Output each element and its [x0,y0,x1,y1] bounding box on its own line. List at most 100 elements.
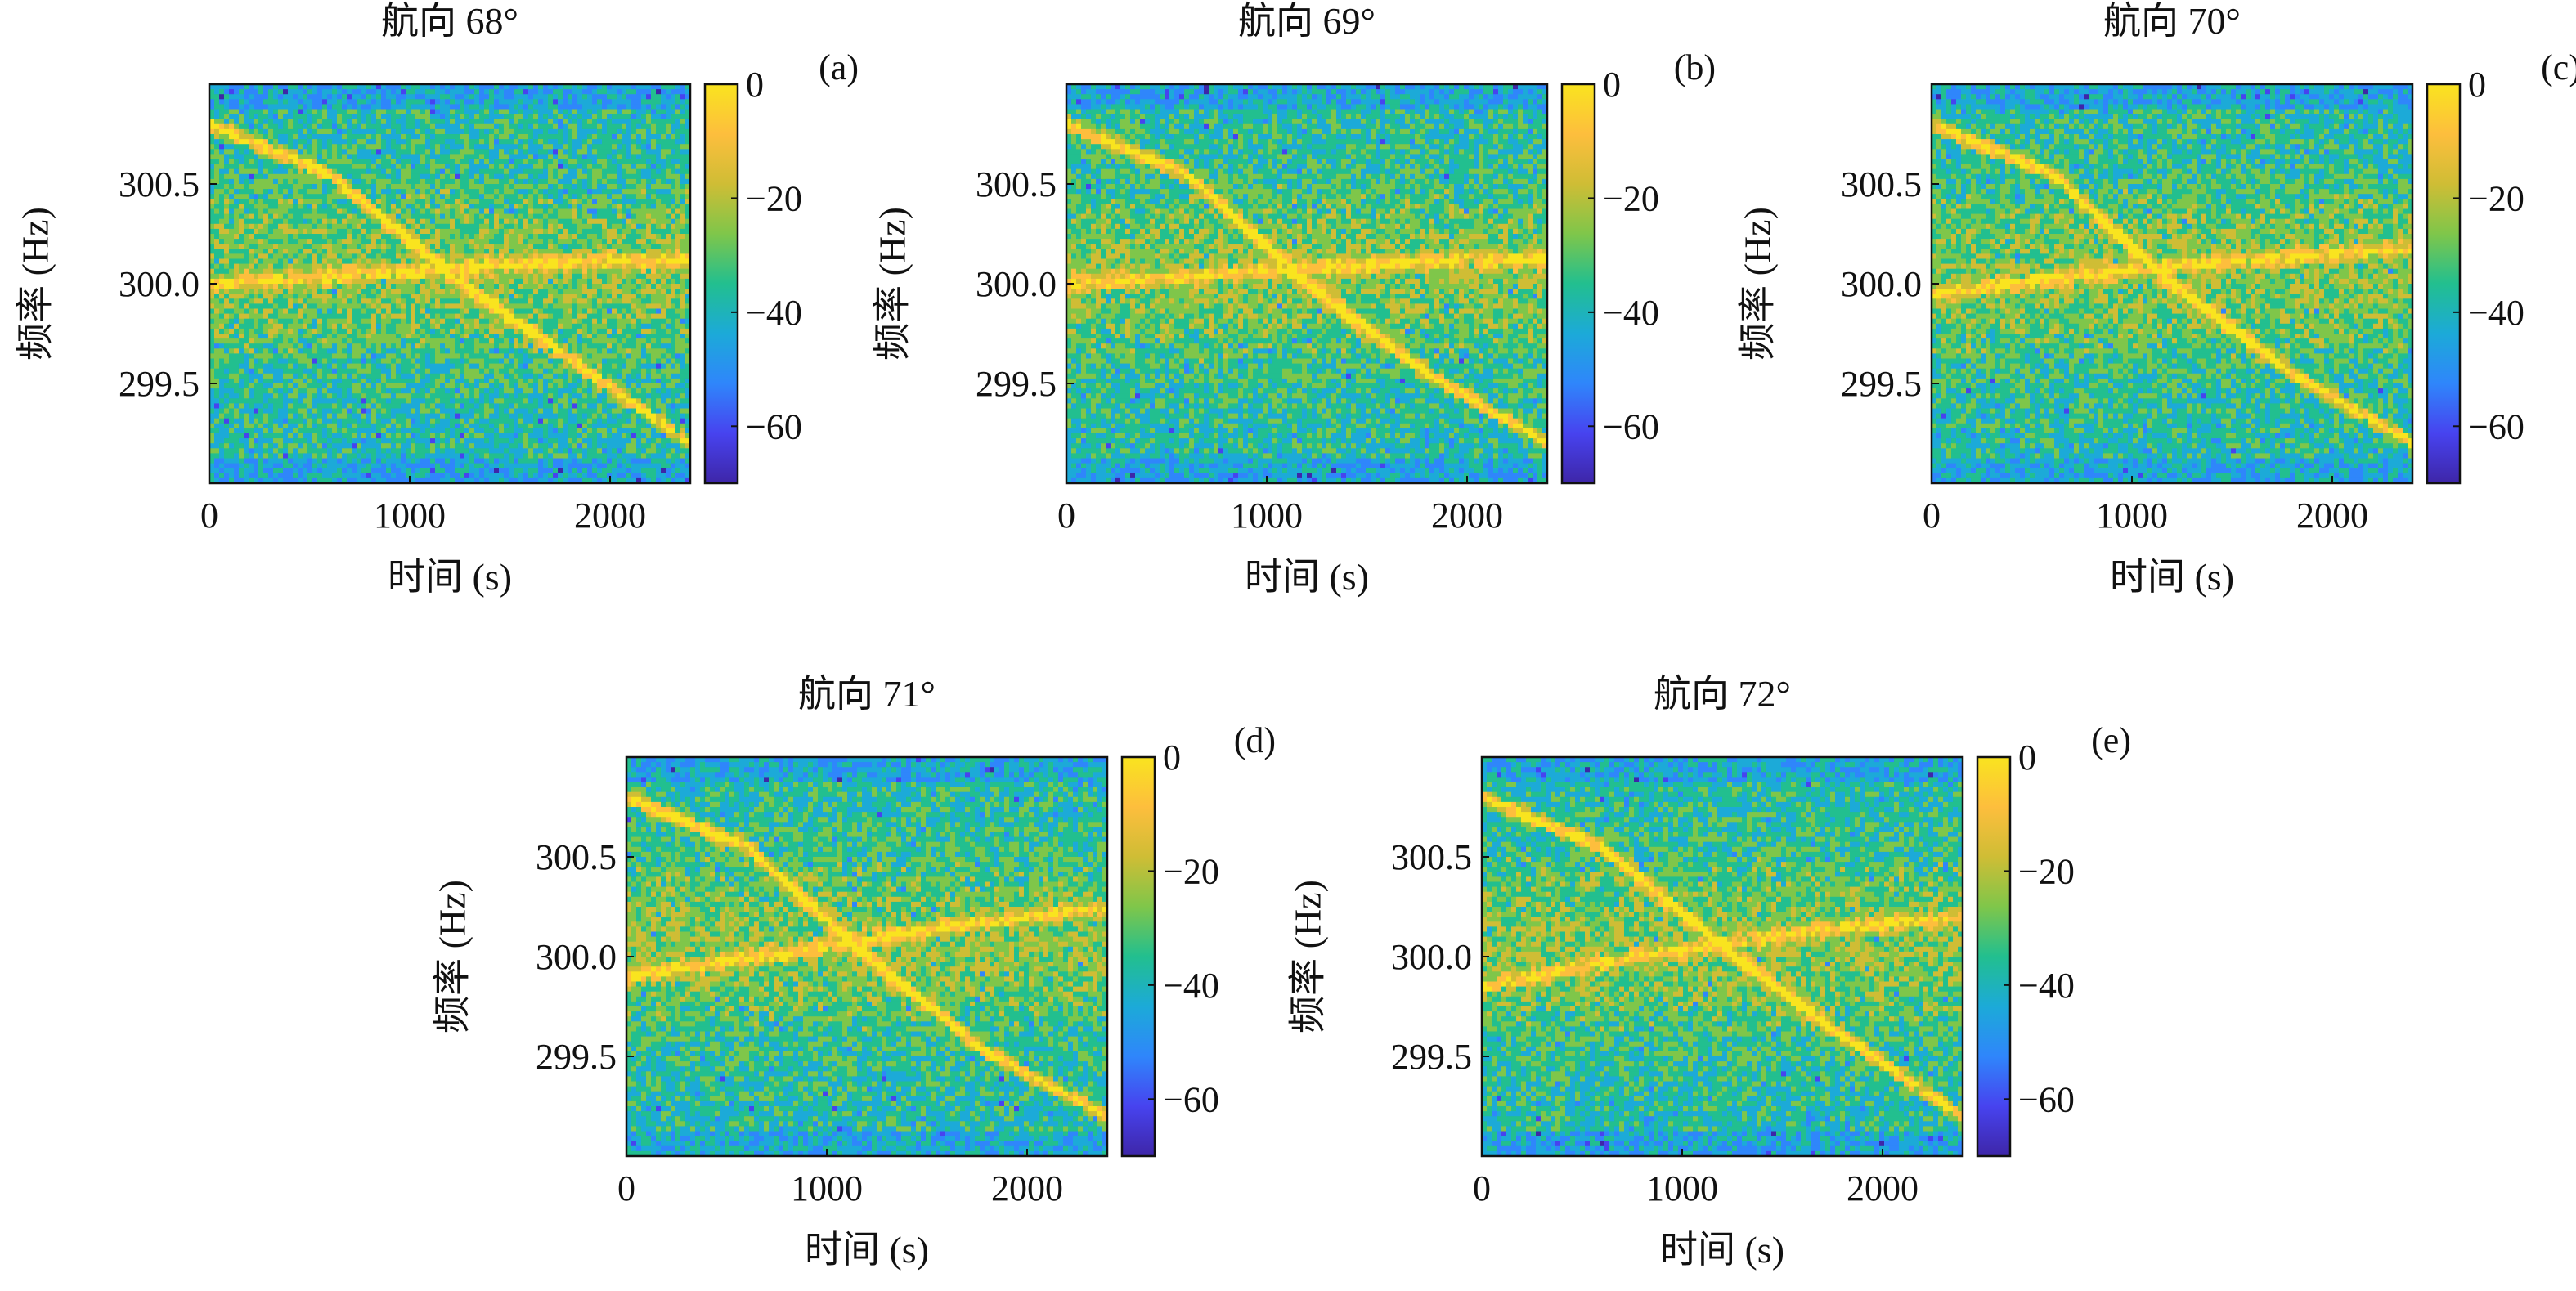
heatmap-cell [484,114,490,120]
heatmap-cell [268,234,274,240]
heatmap-cell [209,428,215,434]
heatmap-cell [219,413,225,419]
heatmap-cell [263,134,269,140]
heatmap-cell [229,278,235,285]
heatmap-cell [460,328,465,334]
heatmap-cell [224,263,230,270]
heatmap-cell [361,249,367,254]
heatmap-cell [307,468,313,474]
heatmap-cell [337,99,343,105]
heatmap-cell [489,408,495,415]
heatmap-cell [283,289,289,294]
heatmap-cell [303,249,308,254]
heatmap-cell [357,358,362,365]
heatmap-cell [254,368,259,374]
heatmap-cell [474,194,480,199]
heatmap-cell [494,463,500,469]
heatmap-cell [312,433,318,439]
heatmap-cell [464,433,470,439]
heatmap-cell [273,239,279,244]
heatmap-cell [229,318,235,325]
heatmap-cell [415,358,421,365]
heatmap-cell [430,189,436,195]
heatmap-cell [425,168,431,175]
heatmap-cell [489,393,495,399]
heatmap-cell [406,139,411,145]
heatmap-cell [352,178,357,185]
heatmap-cell [469,208,475,215]
heatmap-cell [469,458,475,464]
heatmap-cell [214,284,220,289]
heatmap-cell [489,343,495,349]
heatmap-cell [415,154,421,160]
heatmap-cell [229,413,235,419]
heatmap-cell [337,128,343,135]
heatmap-cell [499,208,505,215]
heatmap-cell [455,418,460,424]
heatmap-cell [450,263,456,270]
heatmap-cell [307,253,313,260]
heatmap-cell [450,453,456,459]
heatmap-cell [391,318,397,325]
heatmap-cell [317,144,323,150]
heatmap-cell [254,164,259,170]
heatmap-cell [411,363,416,370]
heatmap-cell [288,234,294,240]
heatmap-cell [504,194,509,199]
heatmap-cell [268,373,274,379]
heatmap-cell [327,294,333,299]
heatmap-cell [312,178,318,185]
heatmap-cell [268,448,274,454]
heatmap-cell [376,368,382,374]
heatmap-cell [425,328,431,334]
heatmap-cell [401,294,406,299]
heatmap-cell [474,373,480,379]
heatmap-cell [224,258,230,265]
heatmap-cell [464,413,470,419]
heatmap-cell [293,408,298,415]
heatmap-cell [361,323,367,329]
heatmap-cell [479,173,485,180]
heatmap-cell [352,423,357,429]
heatmap-cell [357,403,362,410]
heatmap-cell [415,268,421,275]
heatmap-cell [440,323,446,329]
heatmap-cell [489,373,495,379]
heatmap-cell [234,348,240,354]
heatmap-cell [469,353,475,360]
heatmap-cell [254,114,259,120]
heatmap-cell [332,303,338,310]
heatmap-cell [415,338,421,344]
heatmap-cell [347,234,352,240]
heatmap-cell [332,273,338,280]
heatmap-cell [504,473,509,479]
heatmap-cell [234,294,240,299]
heatmap-cell [214,164,220,170]
heatmap-cell [440,178,446,185]
heatmap-cell [312,104,318,110]
heatmap-cell [494,104,500,110]
heatmap-cell [460,218,465,225]
heatmap-cell [317,263,323,270]
heatmap-cell [283,328,289,334]
heatmap-cell [288,388,294,394]
heatmap-cell [214,149,220,155]
heatmap-cell [263,213,269,220]
heatmap-cell [401,123,406,130]
heatmap-cell [464,423,470,429]
heatmap-cell [420,173,426,180]
heatmap-cell [288,448,294,454]
heatmap-cell [420,134,426,140]
heatmap-cell [224,128,230,135]
heatmap-cell [396,263,402,270]
heatmap-cell [229,159,235,165]
heatmap-cell [347,353,352,360]
heatmap-cell [440,194,446,199]
heatmap-cell [381,99,387,105]
heatmap-cell [366,268,372,275]
heatmap-cell [474,453,480,459]
heatmap-cell [455,358,460,365]
heatmap-cell [347,218,352,225]
heatmap-cell [244,338,249,344]
heatmap-cell [224,114,230,120]
